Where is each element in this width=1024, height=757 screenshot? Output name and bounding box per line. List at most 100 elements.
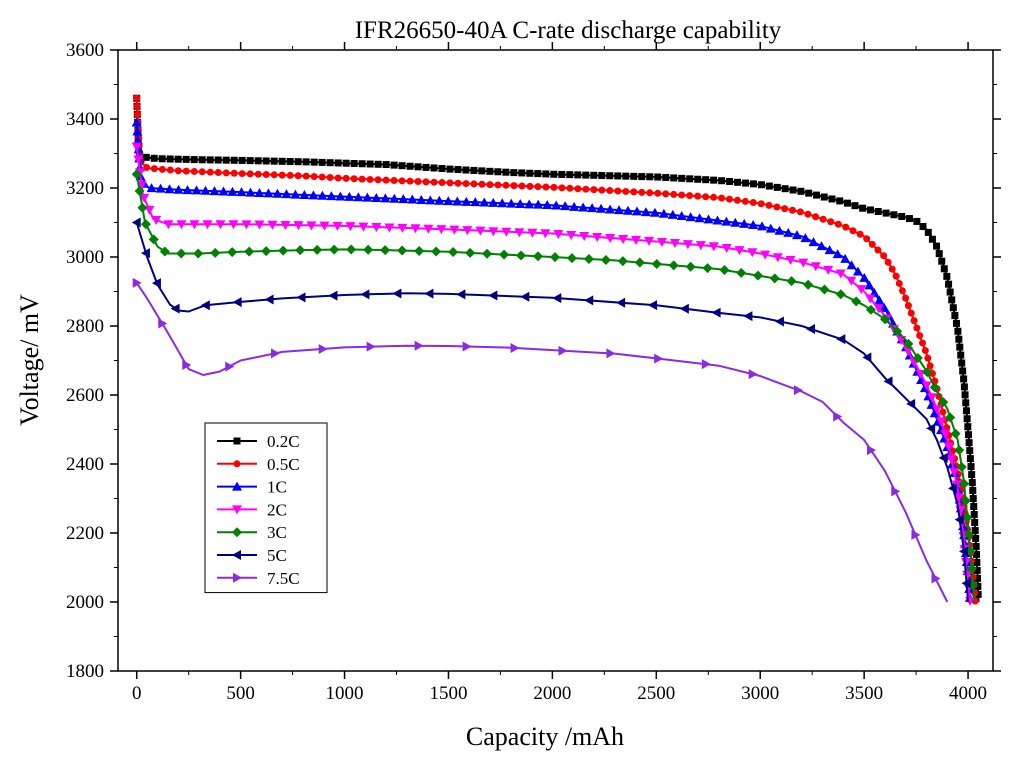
series-marker [820, 193, 828, 201]
series-marker [132, 126, 143, 136]
series-2C [131, 142, 975, 606]
series-marker [856, 230, 864, 238]
series-marker [929, 382, 940, 393]
series-marker [326, 191, 337, 201]
series-marker [943, 442, 954, 452]
series-marker [182, 185, 193, 195]
series-3C [131, 169, 979, 603]
series-marker [510, 342, 520, 353]
legend-marker [233, 572, 242, 583]
series-marker [140, 248, 150, 259]
series-marker [600, 254, 611, 265]
series-marker [938, 257, 946, 265]
series-marker [329, 244, 340, 255]
series-marker [958, 546, 968, 557]
series-marker [810, 262, 821, 272]
series-marker [578, 202, 589, 212]
series-marker [883, 376, 893, 387]
series-marker [962, 570, 973, 580]
legend-label: 7.5C [267, 569, 300, 588]
series-marker [133, 155, 144, 165]
series-marker [836, 334, 846, 345]
series-marker [946, 455, 957, 465]
series-marker [631, 206, 642, 216]
series-marker [968, 479, 976, 487]
series-marker [788, 206, 796, 214]
series-marker [882, 209, 890, 217]
series-marker [651, 258, 662, 269]
series-marker [783, 227, 794, 237]
series-marker [360, 289, 370, 300]
series-marker [725, 195, 733, 203]
series-marker [335, 191, 346, 201]
series-marker [828, 195, 836, 203]
series-marker [200, 185, 211, 195]
series-marker [499, 249, 510, 260]
series-marker [622, 172, 630, 180]
series-marker [574, 185, 582, 193]
x-tick-label: 1500 [429, 683, 467, 704]
series-marker [182, 167, 190, 175]
series-marker [478, 180, 486, 188]
series-marker [793, 385, 803, 396]
series-marker [747, 248, 758, 258]
series-marker [446, 179, 454, 187]
series-marker [308, 190, 319, 200]
series-marker [726, 178, 734, 186]
series-marker [366, 160, 374, 168]
series-marker [911, 529, 921, 540]
series-marker [753, 270, 764, 281]
series-marker [318, 158, 326, 166]
series-marker [328, 290, 338, 301]
series-marker [803, 279, 814, 290]
series-marker [631, 235, 642, 245]
series-marker [750, 180, 758, 188]
series-marker [694, 175, 702, 183]
x-axis-title: Capacity /mAh [466, 722, 624, 751]
series-marker [598, 186, 606, 194]
series-marker [606, 187, 614, 195]
series-marker [397, 245, 408, 256]
series-marker [582, 185, 590, 193]
series-marker [527, 228, 538, 238]
series-marker [465, 247, 476, 258]
series-marker [931, 573, 941, 584]
series-marker [296, 292, 306, 303]
series-marker [960, 375, 968, 383]
series-marker [634, 257, 645, 268]
series-marker [438, 179, 446, 187]
series-marker [254, 170, 262, 178]
series-marker [174, 167, 182, 175]
series-marker [938, 452, 948, 463]
series-0-2C [133, 94, 982, 603]
series-marker [295, 245, 306, 256]
series-marker [940, 429, 951, 439]
series-marker [921, 381, 932, 391]
series-marker [884, 258, 892, 266]
series-marker [334, 159, 342, 167]
series-marker [262, 171, 270, 179]
series-marker [970, 510, 978, 518]
series-marker [922, 367, 933, 378]
series-marker [742, 179, 750, 187]
series-marker [748, 369, 758, 380]
series-marker [131, 169, 142, 180]
series-marker [644, 236, 655, 246]
series-marker [366, 341, 376, 352]
series-marker [736, 267, 747, 278]
series-marker [526, 182, 534, 190]
series-marker [486, 167, 494, 175]
series-marker [605, 233, 616, 243]
series-marker [133, 94, 141, 102]
series-marker [227, 186, 238, 196]
series-marker [245, 187, 256, 197]
series-marker [584, 295, 594, 306]
series-marker [158, 318, 168, 329]
series-marker [423, 224, 434, 234]
series-marker [222, 169, 230, 177]
series-marker [797, 187, 805, 195]
series-marker [960, 495, 971, 506]
series-marker [345, 222, 356, 232]
series-marker [272, 188, 283, 198]
series-marker [158, 165, 166, 173]
